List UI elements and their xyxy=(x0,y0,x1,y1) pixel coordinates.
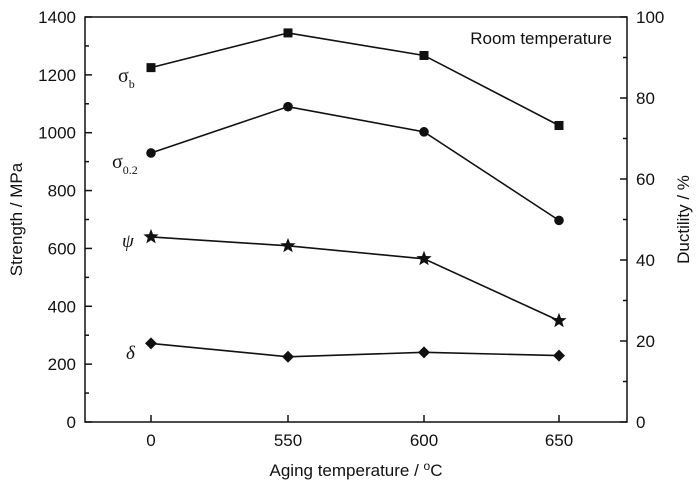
data-point-diamond xyxy=(282,350,294,363)
left-y-tick-label: 1400 xyxy=(38,8,76,27)
x-tick-label: 600 xyxy=(410,431,438,450)
series-line-diamond xyxy=(150,342,560,358)
x-tick-label: 650 xyxy=(545,431,573,450)
x-axis-title: Aging temperature / oC xyxy=(270,459,443,480)
data-point-square xyxy=(283,28,293,38)
right-y-axis-title: Ductility / % xyxy=(674,175,693,264)
data-point-diamond xyxy=(418,346,430,359)
series-line-square xyxy=(150,32,560,127)
plot-frame xyxy=(84,16,628,423)
series-label-sigma-b-sub: b xyxy=(129,77,135,91)
right-y-tick-label: 40 xyxy=(636,251,655,270)
x-axis: 0 550 600 650 xyxy=(146,415,573,450)
series-line-star xyxy=(150,236,560,322)
data-point-circle xyxy=(419,127,429,137)
x-tick-label: 0 xyxy=(146,431,155,450)
data-point-star xyxy=(280,237,296,253)
left-y-tick-label: 400 xyxy=(48,297,76,316)
right-y-tick-label: 20 xyxy=(636,332,655,351)
x-axis-title-degree: o xyxy=(424,459,431,473)
series-label-delta: δ xyxy=(126,343,136,364)
data-point-square xyxy=(554,120,564,130)
data-point-square xyxy=(146,63,156,73)
series-label-sigma-02-sub: 0.2 xyxy=(123,163,138,177)
series-label-sigma-02-symbol: σ xyxy=(112,151,123,173)
left-y-tick-label: 1000 xyxy=(38,124,76,143)
left-y-tick-label: 800 xyxy=(48,182,76,201)
left-y-tick-label: 200 xyxy=(48,355,76,374)
x-axis-title-unit: C xyxy=(430,461,442,480)
data-point-circle xyxy=(146,148,156,158)
series-label-sigma-b-symbol: σ xyxy=(118,65,129,87)
right-y-axis: 0 20 40 60 80 100 xyxy=(620,8,664,432)
right-y-tick-label: 80 xyxy=(636,89,655,108)
series-label-sigma-02: σ0.2 xyxy=(112,151,138,177)
data-point-star xyxy=(143,228,159,244)
right-y-tick-label: 60 xyxy=(636,170,655,189)
data-point-circle xyxy=(283,101,293,112)
data-point-star xyxy=(551,312,567,328)
data-point-circle xyxy=(554,215,564,226)
left-y-axis-title: Strength / MPa xyxy=(7,162,26,276)
data-point-star xyxy=(416,250,432,266)
left-y-tick-label: 0 xyxy=(67,413,76,432)
series-label-psi: ψ xyxy=(122,231,135,252)
right-y-tick-label: 0 xyxy=(636,413,645,432)
data-point-diamond xyxy=(553,349,565,362)
left-y-axis: 0 200 400 600 800 1000 1200 1400 xyxy=(38,8,92,432)
series-line-circle xyxy=(150,105,560,222)
x-tick-label: 550 xyxy=(274,431,302,450)
series-layer xyxy=(143,28,567,363)
x-axis-title-main: Aging temperature / xyxy=(270,461,424,480)
data-point-diamond xyxy=(145,337,157,350)
data-point-square xyxy=(419,50,429,60)
left-y-tick-label: 1200 xyxy=(38,66,76,85)
condition-annotation: Room temperature xyxy=(470,29,612,48)
left-y-tick-label: 600 xyxy=(48,239,76,258)
right-y-tick-label: 100 xyxy=(636,8,664,27)
series-label-sigma-b: σb xyxy=(118,65,135,91)
